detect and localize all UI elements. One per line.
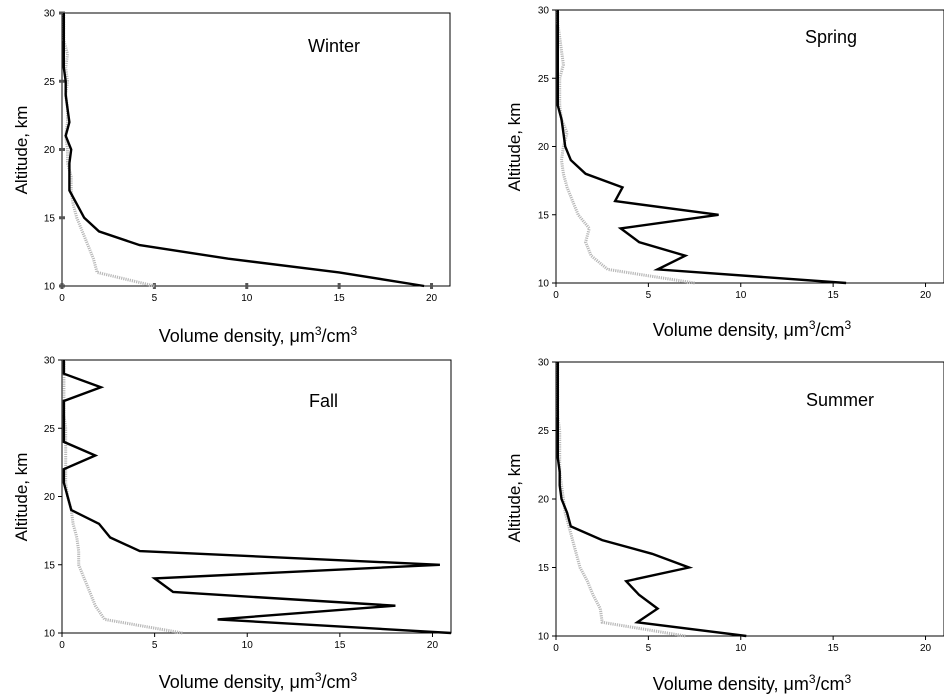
spring-plot-frame [555,9,944,284]
winter-x-axis-label: Volume density, μm3/cm3 [159,324,358,346]
spring-x-tick-label: 0 [553,290,559,301]
summer-y-tick-label: 30 [538,358,550,369]
winter-black-series-line [62,13,425,288]
fall-x-axis-label: Volume density, μm3/cm3 [159,670,358,692]
fall-x-tick-label: 10 [242,640,254,651]
summer-x-axis-label: Volume density, μm3/cm3 [653,672,852,694]
summer-panel: 10 15 20 25 30 0 5 10 15 20 Summer Altitude, km Volu… [505,358,944,694]
fall-y-axis-label: Altitude, km [12,453,31,542]
summer-plot-frame [555,361,944,637]
winter-x-tick-label: 15 [334,293,346,304]
spring-x-tick-label: 20 [920,290,932,301]
winter-panel: 10 15 20 25 30 0 5 10 15 20 Winter Altitude, km Volu… [12,9,451,346]
winter-y-tick-label: 15 [44,213,56,224]
fall-black-series-line [62,360,452,635]
winter-x-tick-label: 5 [152,293,158,304]
spring-y-tick-label: 25 [538,74,550,85]
fall-y-tick-label: 25 [44,424,56,435]
winter-y-tick-label: 10 [44,282,56,293]
fall-y-tick-label: 10 [44,629,56,640]
summer-x-tick-label: 0 [553,643,559,654]
spring-y-tick-label: 30 [538,6,550,17]
winter-y-tick-label: 20 [44,145,56,156]
summer-y-tick-label: 10 [538,632,550,643]
spring-x-tick-label: 10 [735,290,747,301]
summer-season-label: Summer [806,390,874,410]
spring-panel: 10 15 20 25 30 0 5 10 15 20 Spring Altitude, km Volu… [505,6,944,340]
fall-x-tick-label: 5 [152,640,158,651]
fall-plot-frame [61,359,452,634]
spring-y-axis-label: Altitude, km [505,103,524,192]
summer-y-tick-label: 25 [538,426,550,437]
fall-y-tick-label: 15 [44,560,56,571]
summer-y-tick-label: 15 [538,563,550,574]
fall-x-tick-label: 15 [334,640,346,651]
summer-x-tick-label: 15 [828,643,840,654]
spring-x-tick-label: 5 [646,290,652,301]
summer-y-axis-label: Altitude, km [505,454,524,543]
fall-panel: 10 15 20 25 30 0 5 10 15 20 Fall Altitude, km Volume… [12,356,452,692]
winter-plot-frame [61,12,451,287]
summer-x-tick-label: 5 [646,643,652,654]
fall-grey-dotted-series-line [62,360,183,635]
winter-x-tick-label: 10 [241,293,253,304]
spring-x-tick-label: 15 [828,290,840,301]
fall-x-tick-label: 0 [59,640,65,651]
spring-y-tick-label: 10 [538,279,550,290]
summer-black-series-line [556,362,747,638]
winter-season-label: Winter [308,36,360,56]
winter-x-tick-label: 20 [426,293,438,304]
winter-grey-dotted-series-line [62,13,155,288]
spring-y-tick-label: 20 [538,142,550,153]
winter-y-tick-label: 25 [44,77,56,88]
winter-y-tick-label: 30 [44,9,56,20]
fall-x-tick-label: 20 [427,640,439,651]
spring-grey-dotted-series-line [556,10,695,285]
summer-y-tick-label: 20 [538,495,550,506]
fall-y-tick-label: 20 [44,492,56,503]
summer-x-tick-label: 20 [920,643,932,654]
spring-season-label: Spring [805,27,857,47]
summer-x-tick-label: 10 [735,643,747,654]
summer-grey-dotted-series-line [556,362,686,638]
winter-x-tick-label: 0 [59,293,65,304]
spring-black-series-line [556,10,847,285]
fall-season-label: Fall [309,391,338,411]
winter-y-axis-label: Altitude, km [12,106,31,195]
spring-x-axis-label: Volume density, μm3/cm3 [653,318,852,340]
spring-y-tick-label: 15 [538,210,550,221]
fall-y-tick-label: 30 [44,356,56,367]
